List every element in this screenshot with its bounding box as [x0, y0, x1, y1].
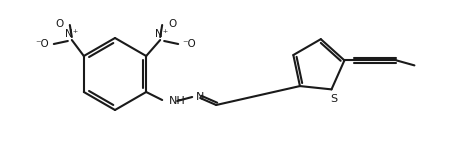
Text: N⁺: N⁺	[65, 29, 79, 39]
Text: N⁺: N⁺	[155, 29, 168, 39]
Text: S: S	[330, 94, 337, 104]
Text: O: O	[55, 19, 64, 29]
Text: N: N	[196, 92, 205, 102]
Text: ⁻O: ⁻O	[35, 39, 49, 49]
Text: NH: NH	[169, 96, 186, 106]
Text: O: O	[168, 19, 176, 29]
Text: ⁻O: ⁻O	[182, 39, 196, 49]
